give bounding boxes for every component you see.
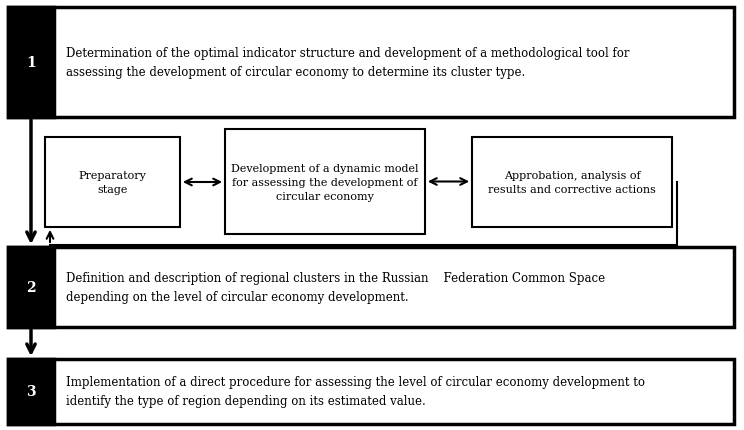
Bar — [8, 247, 734, 327]
Bar — [225, 130, 425, 234]
Bar — [8, 247, 54, 327]
Text: 2: 2 — [26, 280, 36, 294]
Text: Implementation of a direct procedure for assessing the level of circular economy: Implementation of a direct procedure for… — [66, 375, 645, 407]
Bar — [8, 8, 54, 118]
Text: 1: 1 — [26, 56, 36, 70]
Text: Approbation, analysis of
results and corrective actions: Approbation, analysis of results and cor… — [488, 171, 656, 194]
Bar — [8, 8, 734, 118]
Text: Development of a dynamic model
for assessing the development of
circular economy: Development of a dynamic model for asses… — [231, 163, 419, 201]
Text: Determination of the optimal indicator structure and development of a methodolog: Determination of the optimal indicator s… — [66, 47, 629, 79]
Text: 3: 3 — [26, 384, 36, 399]
Bar — [472, 138, 672, 227]
Text: Definition and description of regional clusters in the Russian    Federation Com: Definition and description of regional c… — [66, 271, 605, 303]
Text: Preparatory
stage: Preparatory stage — [79, 171, 147, 194]
Bar — [8, 359, 734, 424]
Bar — [8, 359, 54, 424]
Bar — [45, 138, 180, 227]
